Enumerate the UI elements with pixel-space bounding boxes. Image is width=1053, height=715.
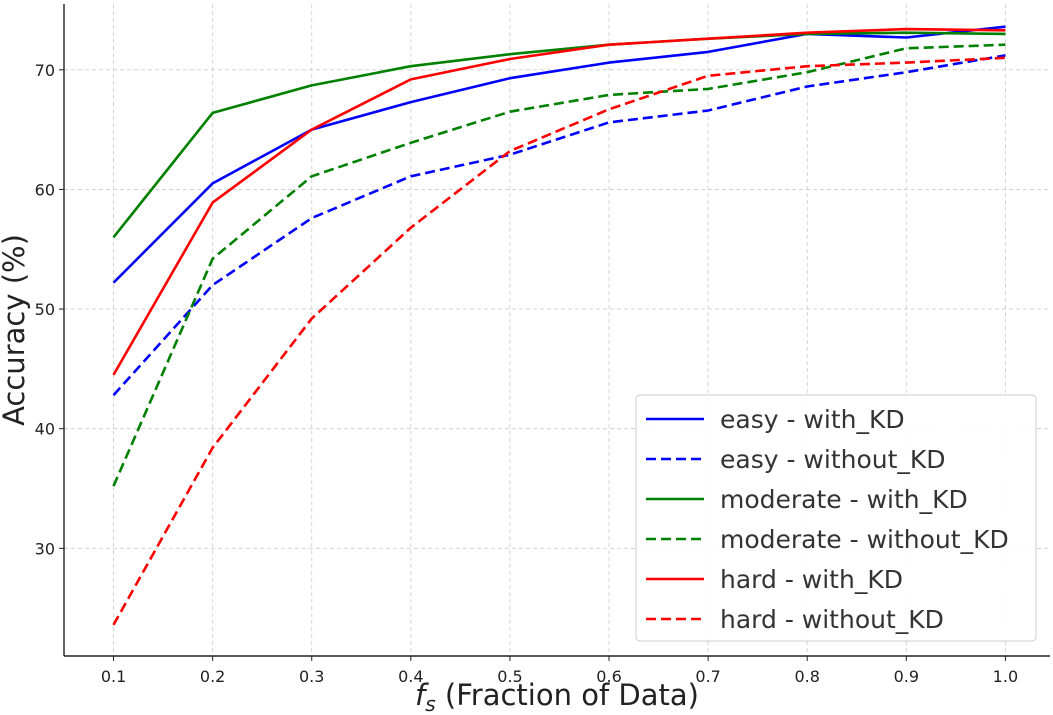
- legend-label-1: easy - with_KD: [720, 405, 905, 434]
- x-tick-label: 0.8: [794, 667, 819, 686]
- series-line-6: [112, 56, 1006, 626]
- legend-label-5: hard - with_KD: [720, 565, 903, 594]
- axes: [63, 4, 1050, 657]
- x-tick-label: 0.7: [695, 667, 720, 686]
- x-label-subscript: s: [425, 692, 435, 715]
- x-tick-label: 0.1: [101, 667, 126, 686]
- legend-label-4: moderate - without_KD: [720, 525, 1009, 554]
- tick-labels: 0.1 0.2 0.3 0.4 0.5 0.6 0.7 0.8 0.9 1.0 30 40 50 60 70: [35, 61, 1018, 686]
- x-tick-label: 0.4: [398, 667, 423, 686]
- y-tick-label: 50: [35, 300, 55, 319]
- x-tick-label: 0.5: [497, 667, 522, 686]
- y-tick-label: 70: [35, 61, 55, 80]
- series-line-5: [112, 27, 1006, 376]
- x-tick-label: 0.3: [299, 667, 324, 686]
- series-lines: [112, 25, 1006, 626]
- series-line-2: [112, 54, 1006, 397]
- x-tick-label: 1.0: [993, 667, 1018, 686]
- series-line-4: [112, 43, 1006, 487]
- y-tick-label: 30: [35, 539, 55, 558]
- y-tick-label: 40: [35, 420, 55, 439]
- x-tick-label: 0.6: [596, 667, 621, 686]
- x-tick-label: 0.9: [894, 667, 919, 686]
- y-axis-label: Accuracy (%): [0, 234, 31, 426]
- x-axis-label: fs (Fraction of Data): [415, 678, 699, 715]
- x-tick-label: 0.2: [200, 667, 225, 686]
- legend-label-6: hard - without_KD: [720, 605, 944, 634]
- legend-label-2: easy - without_KD: [720, 445, 946, 474]
- y-tick-label: 60: [35, 180, 55, 199]
- series-line-3: [112, 31, 1006, 239]
- x-label-rest: (Fraction of Data): [436, 678, 699, 712]
- legend-label-3: moderate - with_KD: [720, 485, 968, 514]
- series-line-1: [112, 25, 1006, 284]
- legend-box: [635, 394, 1037, 642]
